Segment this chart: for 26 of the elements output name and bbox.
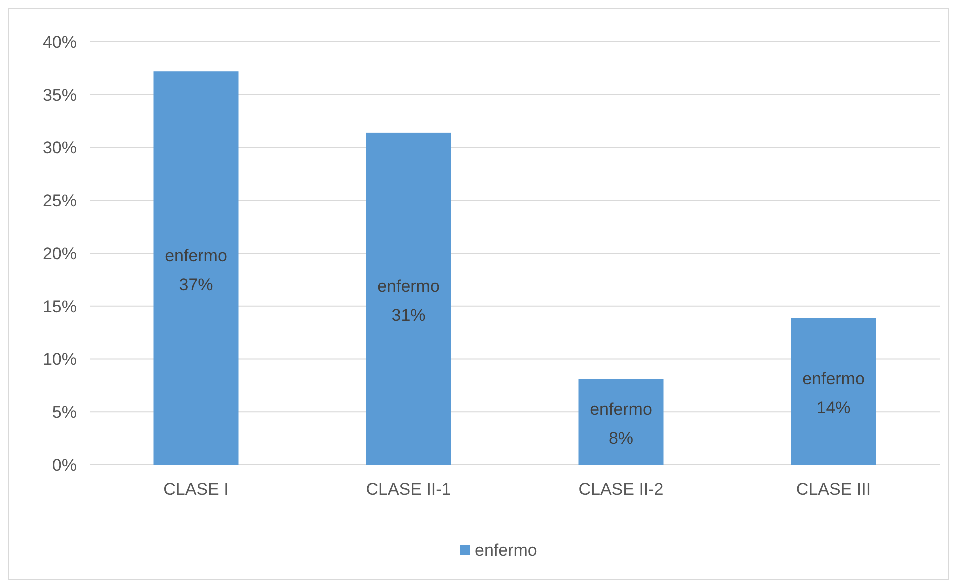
y-tick-label: 35% xyxy=(42,86,77,105)
data-label: 14% xyxy=(816,398,851,418)
text: enfermo xyxy=(165,246,228,266)
bar xyxy=(578,379,664,465)
text: enfermo xyxy=(590,400,652,420)
x-tick-label: CLASE II-1 xyxy=(366,480,452,499)
y-tick-label: 10% xyxy=(42,350,77,370)
y-tick-label: 40% xyxy=(42,32,77,52)
y-tick-label: 5% xyxy=(52,403,77,422)
bar xyxy=(791,318,876,465)
x-tick-label: CLASE III xyxy=(796,480,872,499)
y-tick-label: 25% xyxy=(42,192,77,211)
x-tick-label: CLASE I xyxy=(164,480,229,499)
y-tick-label: 0% xyxy=(52,456,77,475)
x-tick-label: CLASE II-2 xyxy=(578,480,664,499)
text: enfermo xyxy=(802,370,865,389)
legend-label: enfermo xyxy=(475,540,538,560)
text: enfermo xyxy=(378,276,440,296)
data-label: 37% xyxy=(179,275,214,294)
bar xyxy=(154,72,239,465)
y-tick-label: 15% xyxy=(42,297,77,316)
data-label: 31% xyxy=(392,306,426,325)
y-tick-label: 20% xyxy=(42,244,77,264)
y-tick-label: 30% xyxy=(42,138,77,158)
data-label: 8% xyxy=(608,429,634,448)
bar xyxy=(366,132,452,465)
